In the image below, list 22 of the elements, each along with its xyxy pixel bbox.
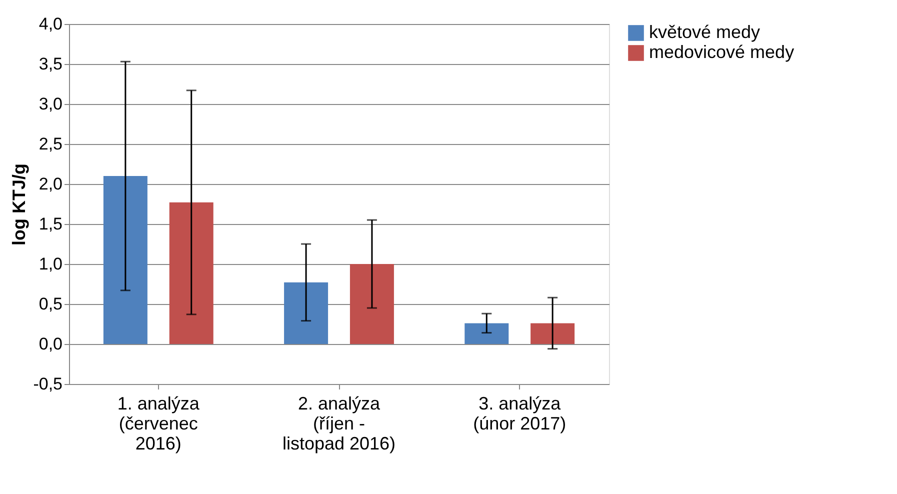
bar — [464, 323, 509, 344]
bar — [530, 323, 575, 344]
y-tick-label: -0,5 — [33, 374, 62, 394]
y-axis-title: log KTJ/g — [9, 164, 30, 246]
bar — [350, 264, 394, 344]
bar — [169, 202, 214, 344]
bar — [284, 282, 328, 344]
y-tick-label: 3,5 — [38, 54, 62, 74]
y-tick-label: 3,0 — [38, 94, 62, 114]
x-tick-label: 3. analýza (únor 2017) — [473, 394, 566, 434]
y-tick-label: 1,5 — [38, 214, 62, 234]
legend-label: medovicové medy — [649, 42, 794, 62]
x-tick-label: 1. analýza (červenec 2016) — [117, 394, 200, 454]
y-tick-label: 2,0 — [38, 174, 62, 194]
y-tick-label: 2,5 — [38, 134, 62, 154]
legend-label: květové medy — [649, 22, 760, 42]
bar — [103, 176, 148, 344]
y-tick-label: 1,0 — [38, 254, 62, 274]
y-tick-label: 0,0 — [38, 334, 62, 354]
x-tick-label: 2. analýza (říjen - listopad 2016) — [282, 394, 396, 454]
y-tick-label: 4,0 — [38, 14, 62, 34]
y-tick-label: 0,5 — [38, 294, 62, 314]
